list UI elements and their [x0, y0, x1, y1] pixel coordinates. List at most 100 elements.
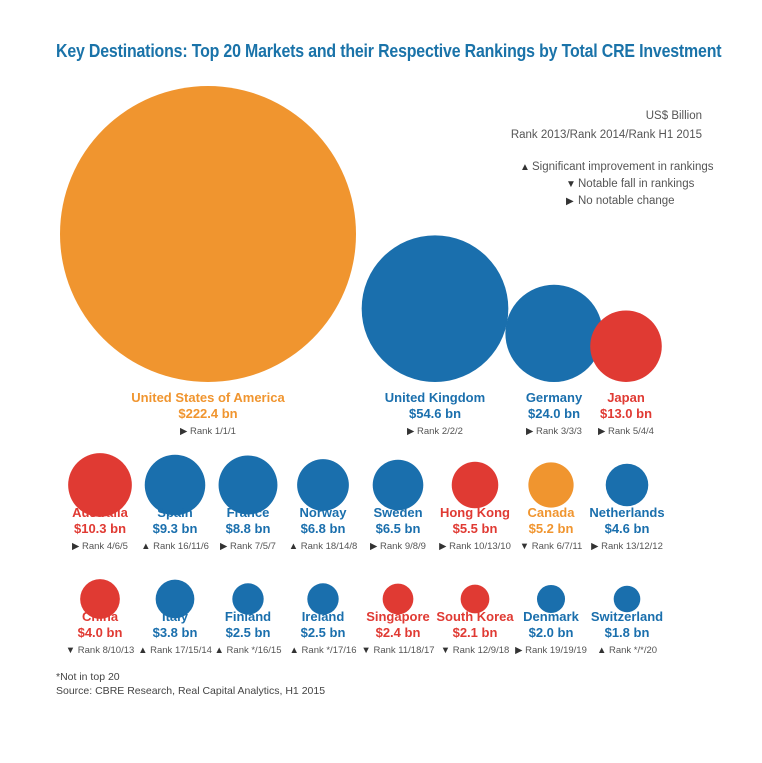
legend-label: Notable fall in rankings	[578, 178, 695, 190]
market-rank-switzerland: ▲ Rank */*/20	[597, 645, 657, 656]
rank-text: Rank 16/11/6	[153, 541, 209, 552]
market-rank-sweden: ▶ Rank 9/8/9	[370, 541, 426, 552]
triangle-right-icon: ▶	[566, 196, 574, 207]
market-value-south-korea: $2.1 bn	[453, 625, 498, 640]
market-rank-germany: ▶ Rank 3/3/3	[526, 426, 582, 437]
trend-right-icon: ▶	[370, 541, 380, 552]
market-bubble	[80, 579, 120, 619]
market-name-germany: Germany	[526, 390, 583, 405]
market-name-singapore: Singapore	[366, 609, 430, 624]
market-rank-hong-kong: ▶ Rank 10/13/10	[439, 541, 511, 552]
market-rank-ireland: ▲ Rank */17/16	[290, 645, 357, 656]
rank-text: Rank 19/19/19	[525, 645, 587, 656]
market-value-germany: $24.0 bn	[528, 406, 580, 421]
market-value-singapore: $2.4 bn	[376, 625, 421, 640]
market-name-italy: Italy	[162, 609, 189, 624]
market-bubble	[155, 579, 195, 619]
market-name-canada: Canada	[528, 505, 576, 520]
market-bubble	[60, 86, 356, 382]
market-name-australia: Australia	[72, 505, 128, 520]
market-rank-australia: ▶ Rank 4/6/5	[72, 541, 128, 552]
market-value-united-kingdom: $54.6 bn	[409, 406, 461, 421]
legend-item-no-change: ▶ No notable change	[520, 193, 704, 210]
rank-text: Rank 3/3/3	[536, 426, 582, 437]
market-bubble	[605, 463, 649, 507]
unit-label: US$ Billion	[645, 110, 702, 122]
footnote: *Not in top 20 Source: CBRE Research, Re…	[56, 670, 325, 698]
market-bubble	[382, 583, 414, 615]
market-value-united-states-of-america: $222.4 bn	[178, 406, 237, 421]
trend-down-icon: ▼	[361, 645, 373, 656]
market-rank-south-korea: ▼ Rank 12/9/18	[441, 645, 510, 656]
market-name-finland: Finland	[225, 609, 271, 624]
trend-down-icon: ▼	[66, 645, 78, 656]
rank-text: Rank */*/20	[609, 645, 657, 656]
market-name-united-states-of-america: United States of America	[131, 390, 285, 405]
footnote-note: *Not in top 20	[56, 671, 120, 683]
trend-right-icon: ▶	[598, 426, 608, 437]
market-name-ireland: Ireland	[302, 609, 345, 624]
trend-right-icon: ▶	[220, 541, 230, 552]
rank-text: Rank 17/15/14	[150, 645, 212, 656]
rank-text: Rank 7/5/7	[230, 541, 276, 552]
rank-text: Rank 9/8/9	[380, 541, 426, 552]
rank-text: Rank 2/2/2	[417, 426, 463, 437]
market-name-spain: Spain	[157, 505, 192, 520]
rank-text: Rank 4/6/5	[82, 541, 128, 552]
market-rank-united-kingdom: ▶ Rank 2/2/2	[407, 426, 463, 437]
market-name-south-korea: South Korea	[436, 609, 514, 624]
rank-text: Rank 8/10/13	[78, 645, 135, 656]
market-value-hong-kong: $5.5 bn	[453, 521, 498, 536]
market-bubble	[297, 459, 349, 511]
market-rank-denmark: ▶ Rank 19/19/19	[515, 645, 587, 656]
market-bubble	[68, 453, 132, 517]
trend-right-icon: ▶	[515, 645, 525, 656]
legend-item-improvement: ▲ Significant improvement in rankings	[520, 159, 714, 176]
legend-label: No notable change	[578, 195, 675, 207]
market-rank-finland: ▲ Rank */16/15	[215, 645, 282, 656]
market-bubble	[613, 585, 641, 613]
trend-right-icon: ▶	[439, 541, 449, 552]
market-rank-italy: ▲ Rank 17/15/14	[138, 645, 212, 656]
legend-item-fall: ▼ Notable fall in rankings	[520, 176, 704, 193]
market-name-denmark: Denmark	[523, 609, 579, 624]
market-value-finland: $2.5 bn	[226, 625, 271, 640]
legend-keys: ▲ Significant improvement in rankings ▼ No…	[474, 159, 714, 210]
market-value-australia: $10.3 bn	[74, 521, 126, 536]
market-bubble	[451, 461, 499, 509]
market-name-united-kingdom: United Kingdom	[385, 390, 485, 405]
market-name-china: China	[82, 609, 119, 624]
triangle-up-icon: ▲	[520, 162, 530, 173]
market-rank-norway: ▲ Rank 18/14/8	[289, 541, 358, 552]
market-value-spain: $9.3 bn	[153, 521, 198, 536]
market-rank-japan: ▶ Rank 5/4/4	[598, 426, 654, 437]
market-value-ireland: $2.5 bn	[301, 625, 346, 640]
market-bubble	[144, 454, 206, 516]
trend-up-icon: ▲	[138, 645, 150, 656]
market-value-denmark: $2.0 bn	[529, 625, 574, 640]
market-rank-spain: ▲ Rank 16/11/6	[141, 541, 209, 552]
market-name-norway: Norway	[300, 505, 348, 520]
market-name-switzerland: Switzerland	[591, 609, 663, 624]
rank-key-label: Rank 2013/Rank 2014/Rank H1 2015	[510, 129, 702, 141]
market-bubble	[361, 235, 509, 382]
market-value-netherlands: $4.6 bn	[605, 521, 650, 536]
market-name-france: France	[227, 505, 270, 520]
market-rank-china: ▼ Rank 8/10/13	[66, 645, 135, 656]
trend-up-icon: ▲	[290, 645, 302, 656]
trend-right-icon: ▶	[591, 541, 601, 552]
market-bubble	[218, 455, 278, 515]
rank-text: Rank */16/15	[227, 645, 282, 656]
market-bubble	[232, 583, 264, 615]
market-value-canada: $5.2 bn	[529, 521, 574, 536]
market-rank-united-states-of-america: ▶ Rank 1/1/1	[180, 426, 236, 437]
market-value-china: $4.0 bn	[78, 625, 123, 640]
market-name-netherlands: Netherlands	[589, 505, 664, 520]
market-value-switzerland: $1.8 bn	[605, 625, 650, 640]
rank-text: Rank 5/4/4	[608, 426, 654, 437]
trend-right-icon: ▶	[72, 541, 82, 552]
trend-up-icon: ▲	[597, 645, 609, 656]
market-bubble	[505, 284, 603, 383]
trend-down-icon: ▼	[441, 645, 453, 656]
rank-text: Rank 10/13/10	[449, 541, 511, 552]
